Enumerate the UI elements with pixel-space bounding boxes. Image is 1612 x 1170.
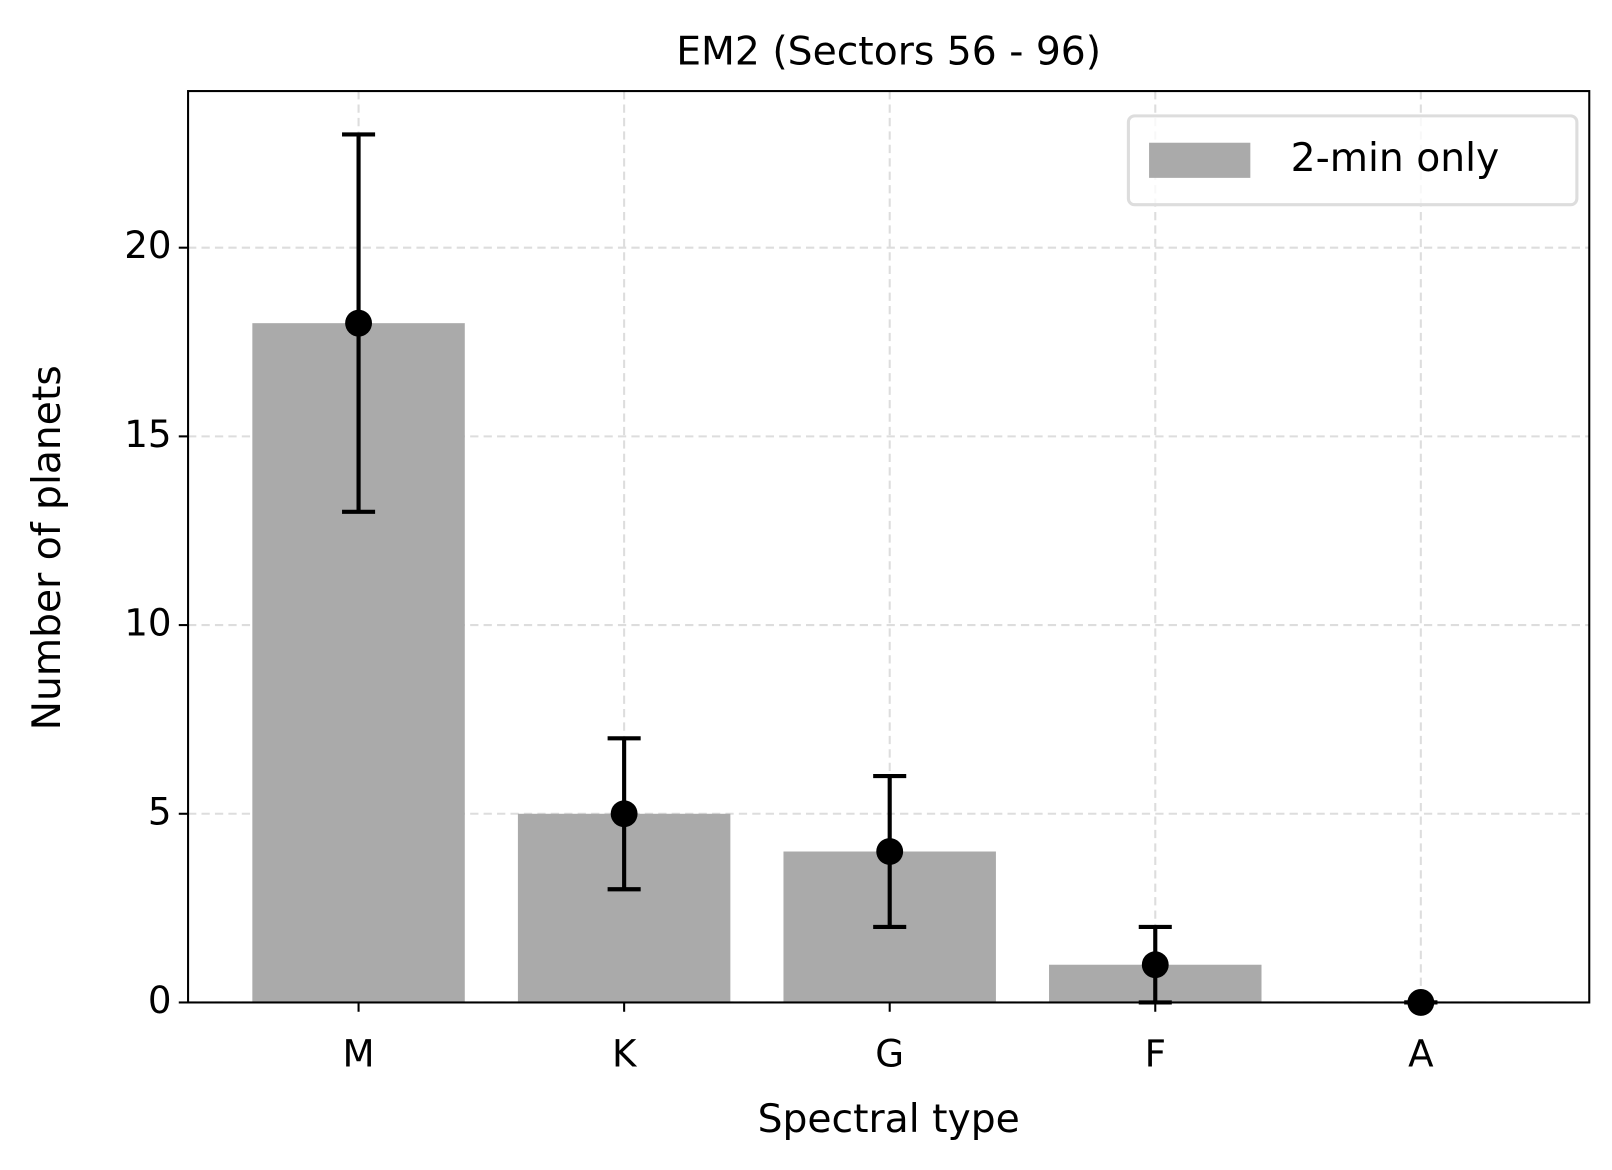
legend-swatch: [1149, 142, 1251, 178]
y-tick-label: 10: [124, 601, 171, 645]
point: [610, 800, 638, 828]
point: [876, 838, 904, 865]
y-tick-label: 0: [148, 978, 172, 1022]
point: [345, 309, 372, 337]
x-tick-label: G: [875, 1032, 904, 1076]
plot-frame: [187, 90, 1591, 1004]
x-tick-label: A: [1408, 1032, 1434, 1076]
chart-title: EM2 (Sectors 56 - 96): [676, 29, 1101, 74]
legend-label: 2-min only: [1291, 136, 1500, 181]
y-tick-label: 5: [148, 789, 172, 833]
x-tick-label: K: [612, 1032, 638, 1076]
legend: 2-min only: [1126, 114, 1579, 207]
x-tick-label: F: [1145, 1032, 1166, 1076]
y-axis-label: Number of planets: [25, 365, 70, 730]
point: [1141, 951, 1169, 979]
y-tick-label: 15: [124, 412, 171, 456]
y-tick-label: 20: [124, 223, 171, 267]
legend-frame: [1126, 114, 1579, 207]
x-tick-label: M: [343, 1032, 375, 1076]
x-axis-label: Spectral type: [758, 1097, 1020, 1142]
